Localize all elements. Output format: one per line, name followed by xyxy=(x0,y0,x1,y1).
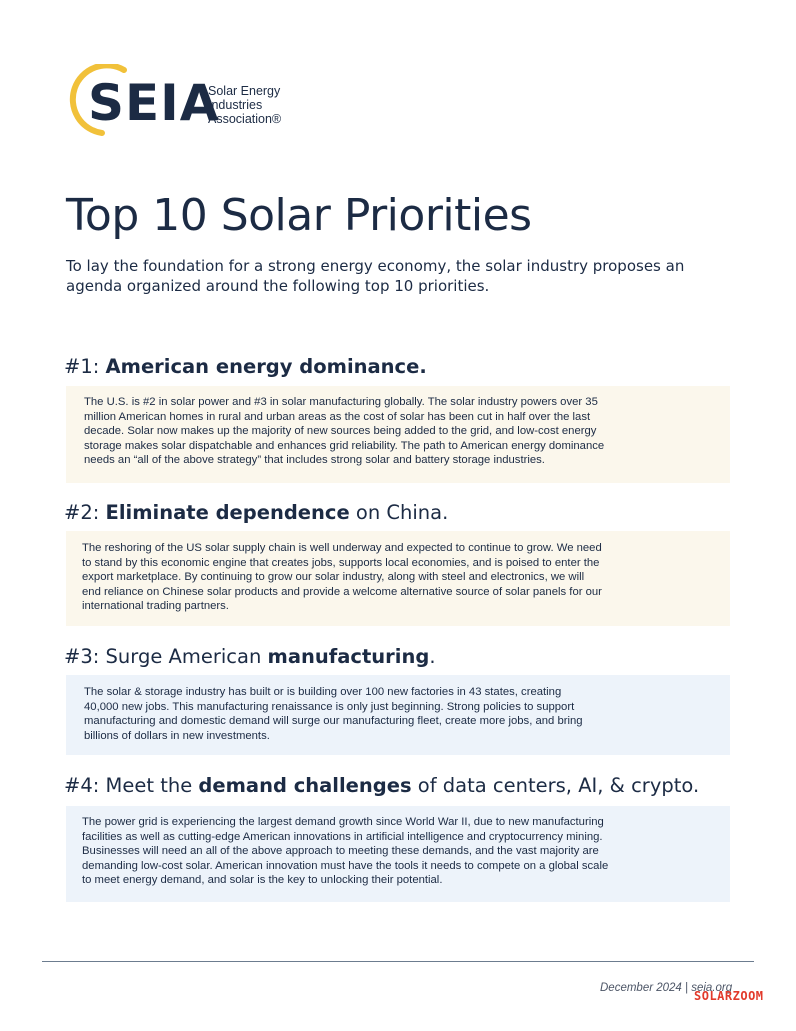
priority-body-line: storage makes solar dispatchable and enh… xyxy=(84,439,605,452)
priority-body-line: The U.S. is #2 in solar power and #3 in … xyxy=(84,396,598,408)
priority-number: #1: xyxy=(64,355,100,378)
priority-body-line: million American homes in rural and urba… xyxy=(84,410,591,423)
priority-emphasis: demand challenges xyxy=(198,774,412,797)
priority-heading-suffix: on China. xyxy=(355,501,449,524)
priority-heading-prefix: Surge American xyxy=(105,645,262,668)
priority-body-line: decade. Solar now makes up the majority … xyxy=(84,425,597,437)
priority-3-heading: #3: Surge American manufacturing. xyxy=(64,644,436,670)
priority-1-heading: #1: American energy dominance. xyxy=(64,354,427,380)
seia-logo: SEIA Solar Energy Industries Association… xyxy=(62,64,302,136)
priority-body-line: The reshoring of the US solar supply cha… xyxy=(82,542,602,554)
priority-body-line: end reliance on Chinese solar products a… xyxy=(82,585,602,598)
page-title: Top 10 Solar Priorities xyxy=(66,190,532,241)
solarzoom-watermark: SOLARZOOM xyxy=(694,989,764,1003)
priority-1-box: The U.S. is #2 in solar power and #3 in … xyxy=(66,386,730,483)
priority-emphasis: American energy dominance. xyxy=(105,355,427,378)
priority-emphasis: manufacturing xyxy=(267,645,430,668)
priority-heading-suffix: of data centers, AI, & crypto. xyxy=(417,774,700,797)
sun-arc-icon xyxy=(69,64,127,136)
priority-number: #3: xyxy=(64,645,100,668)
logo-name-line: Solar Energy xyxy=(208,84,281,98)
footer-divider xyxy=(42,961,754,962)
priority-body-line: billions of dollars in new investments. xyxy=(84,729,270,742)
priority-body-line: to stand by this economic engine that cr… xyxy=(82,556,600,569)
priority-body-line: international trading partners. xyxy=(82,600,229,612)
logo-name-line: Industries xyxy=(208,98,263,112)
footer-date-site: December 2024 | seia.org xyxy=(600,982,733,994)
priority-body-line: The power grid is experiencing the large… xyxy=(82,816,604,828)
priority-body-line: manufacturing and domestic demand will s… xyxy=(84,715,583,727)
priority-number: #4: xyxy=(64,774,100,797)
priority-4-box: The power grid is experiencing the large… xyxy=(66,806,730,902)
priority-2-box: The reshoring of the US solar supply cha… xyxy=(66,531,730,626)
priority-4-heading: #4: Meet the demand challenges of data c… xyxy=(64,773,699,799)
priority-3-box: The solar & storage industry has built o… xyxy=(66,675,730,755)
priority-heading-suffix: . xyxy=(429,645,436,668)
priority-emphasis: Eliminate dependence xyxy=(105,501,350,524)
priority-body-line: The solar & storage industry has built o… xyxy=(84,686,562,698)
logo-mark: SEIA xyxy=(88,74,220,132)
priority-body-line: export marketplace. By continuing to gro… xyxy=(82,571,585,583)
priority-body-line: to meet energy demand, and solar is the … xyxy=(82,874,443,886)
priority-body-line: 40,000 new jobs. This manufacturing rena… xyxy=(84,700,575,713)
logo-name-line: Association® xyxy=(208,112,282,126)
priority-body-line: needs an “all of the above strategy” tha… xyxy=(84,454,545,466)
priority-body-line: demanding low-cost solar. American innov… xyxy=(82,859,609,872)
intro-paragraph: To lay the foundation for a strong energ… xyxy=(66,257,685,295)
priority-heading-prefix: Meet the xyxy=(105,774,193,797)
priority-body-line: Businesses will need an all of the above… xyxy=(82,845,599,857)
priority-2-heading: #2: Eliminate dependence on China. xyxy=(64,500,448,526)
priority-body-line: facilities as well as cutting-edge Ameri… xyxy=(82,830,603,843)
priority-number: #2: xyxy=(64,501,100,524)
logo-organization-name: Solar Energy Industries Association® xyxy=(208,84,281,126)
